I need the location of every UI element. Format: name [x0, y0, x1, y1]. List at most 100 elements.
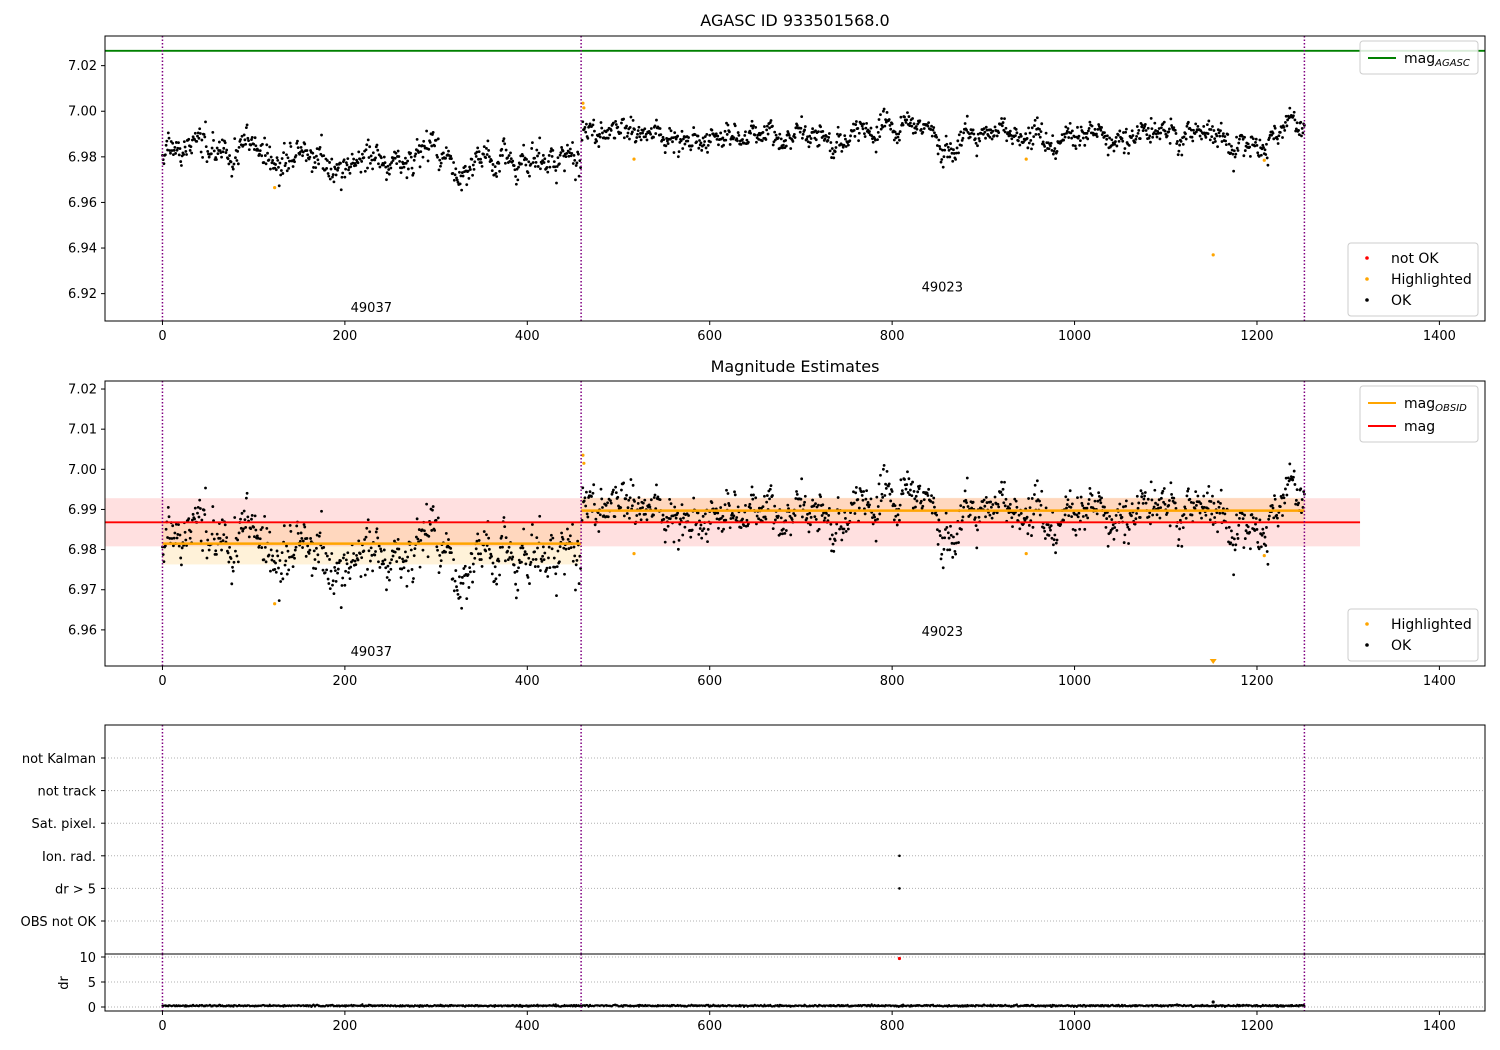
data-point-ok	[172, 544, 175, 548]
data-point-ok	[936, 542, 940, 546]
data-point-ok	[988, 135, 992, 139]
data-point-ok	[822, 519, 826, 522]
data-point-ok	[1209, 128, 1213, 131]
data-point-ok	[1232, 169, 1236, 173]
data-point-ok	[461, 582, 465, 585]
data-point-ok	[798, 504, 802, 508]
data-point-ok	[1167, 503, 1171, 507]
data-point-ok	[517, 165, 520, 169]
data-point-ok	[1079, 125, 1083, 129]
data-point-ok	[237, 531, 241, 535]
data-point-ok	[475, 539, 479, 543]
data-point-ok	[1159, 506, 1163, 510]
data-point-ok	[1149, 140, 1152, 144]
data-point-ok	[854, 485, 858, 489]
data-point-ok	[908, 488, 912, 492]
data-point-ok	[177, 544, 181, 548]
data-point-ok	[1141, 129, 1145, 132]
data-point-ok	[312, 549, 316, 553]
data-point-ok	[1282, 496, 1286, 500]
data-point-ok	[752, 124, 755, 128]
data-point-ok	[331, 583, 334, 587]
data-point-ok	[754, 496, 758, 500]
data-point-highlighted	[273, 186, 277, 190]
data-point-ok	[164, 527, 168, 531]
data-point-ok	[263, 545, 267, 549]
data-point-ok	[377, 544, 381, 548]
data-point-ok	[512, 563, 516, 567]
data-point-ok	[1130, 136, 1133, 139]
data-point-ok	[1182, 135, 1186, 139]
data-point-ok	[1099, 128, 1103, 132]
data-point-ok	[286, 156, 290, 160]
data-point-ok	[207, 155, 211, 159]
data-point-ok	[649, 132, 653, 136]
data-point-ok	[930, 494, 933, 498]
data-point-ok	[895, 132, 898, 136]
data-point-ok	[1267, 136, 1271, 140]
data-point-ok	[1043, 149, 1047, 152]
data-point-ok	[916, 490, 920, 494]
data-point-ok	[366, 138, 370, 142]
data-point-ok	[1103, 511, 1107, 515]
data-point-ok	[911, 117, 914, 120]
data-point-ok	[284, 559, 288, 563]
data-point-ok	[912, 122, 916, 126]
data-point-ok	[1185, 124, 1189, 128]
data-point-ok	[402, 165, 406, 169]
data-point-ok	[622, 481, 626, 485]
data-point-ok	[863, 132, 866, 136]
data-point-ok	[1194, 490, 1198, 494]
panel-frame	[104, 380, 1486, 667]
data-point-ok	[1294, 498, 1298, 502]
data-point-ok	[1073, 135, 1076, 139]
data-point-ok	[1038, 499, 1041, 503]
data-point-ok	[173, 531, 177, 535]
data-point-ok	[937, 138, 941, 142]
data-point-ok	[1087, 129, 1090, 133]
data-point-ok	[283, 164, 287, 168]
data-point-ok	[1184, 132, 1187, 136]
data-point-ok	[876, 138, 879, 141]
data-point-ok	[461, 174, 465, 178]
data-point-ok	[426, 555, 430, 559]
data-point-ok	[431, 508, 434, 512]
data-point-ok	[671, 140, 674, 144]
data-point-ok	[1102, 514, 1106, 517]
data-point-ok	[453, 579, 457, 583]
data-point-ok	[814, 518, 818, 521]
data-point-ok	[531, 161, 535, 164]
data-point-ok	[563, 169, 566, 173]
data-point-ok	[410, 166, 414, 170]
data-point-ok	[779, 532, 782, 536]
data-point-ok	[1141, 123, 1144, 127]
data-point-ok	[430, 529, 434, 532]
data-point-ok	[739, 526, 743, 530]
data-point-ok	[524, 562, 528, 566]
data-point-ok	[677, 150, 681, 153]
data-point-ok	[877, 482, 881, 486]
data-point-ok	[253, 136, 257, 140]
data-point-ok	[1019, 512, 1023, 515]
data-point-ok	[1249, 154, 1252, 158]
data-point-ok	[546, 170, 550, 174]
data-point-ok	[325, 159, 329, 162]
data-point-ok	[294, 154, 298, 157]
data-point-ok	[696, 511, 700, 515]
dr-point	[1049, 1004, 1052, 1007]
data-point-ok	[400, 166, 404, 170]
data-point-ok	[435, 545, 439, 549]
data-point-ok	[890, 490, 894, 493]
data-point-ok	[1167, 130, 1171, 134]
data-point-ok	[1233, 548, 1237, 552]
data-point-ok	[1073, 528, 1077, 532]
data-point-ok	[723, 129, 727, 133]
data-point-ok	[168, 536, 172, 540]
data-point-ok	[888, 492, 892, 496]
data-point-ok	[817, 527, 821, 531]
data-point-ok	[1114, 136, 1118, 139]
data-point-ok	[282, 524, 286, 528]
data-point-ok	[279, 572, 283, 576]
data-point-ok	[404, 161, 408, 165]
data-point-ok	[1213, 516, 1217, 519]
